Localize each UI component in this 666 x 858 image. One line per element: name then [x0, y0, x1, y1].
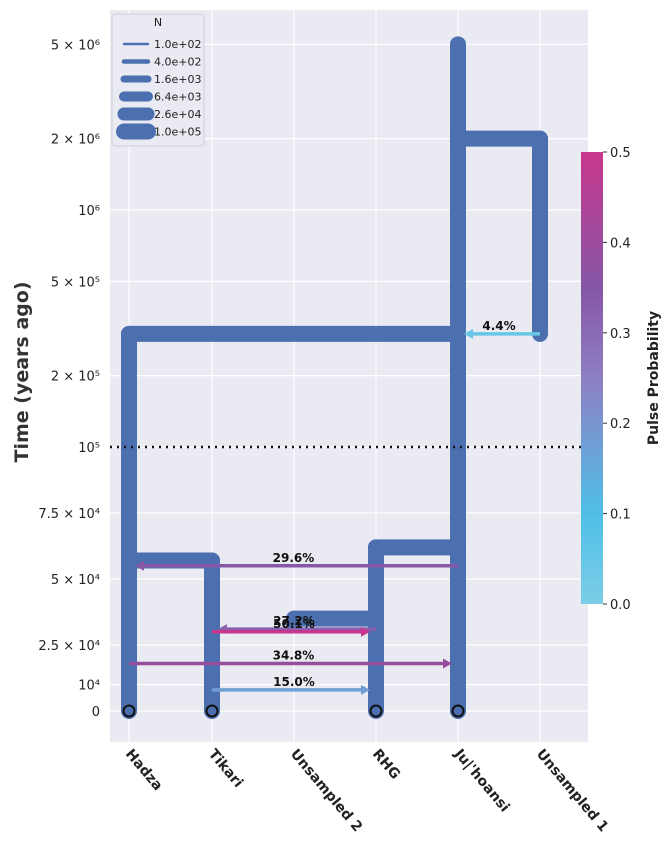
y-tick-label: 2 × 10⁵ [51, 370, 100, 385]
colorbar-tick-label: 0.1 [610, 508, 631, 523]
legend-entry-label: 1.0e+02 [154, 38, 201, 51]
sample-marker [369, 704, 383, 718]
colorbar-label: Pulse Probability [646, 311, 662, 445]
legend-title: N [154, 16, 162, 29]
y-tick-label: 2.5 × 10⁴ [38, 639, 100, 654]
legend-entry-label: 1.0e+05 [154, 126, 201, 139]
sample-marker [122, 704, 136, 718]
colorbar-tick-label: 0.0 [610, 598, 631, 613]
x-tick-label: RHG [369, 746, 403, 782]
pulse-arrowhead [361, 626, 370, 637]
y-axis-label: Time (years ago) [11, 281, 33, 462]
y-tick-label: 5 × 10⁴ [51, 573, 100, 588]
y-tick-label: 10⁵ [78, 441, 100, 456]
y-tick-label: 10⁶ [78, 204, 100, 219]
colorbar-tick-label: 0.2 [610, 417, 631, 432]
colorbar-tick-label: 0.5 [610, 146, 631, 161]
sample-marker [451, 704, 465, 718]
colorbar-gradient [581, 152, 603, 604]
y-tick-label: 2 × 10⁶ [51, 133, 100, 148]
grid [110, 10, 588, 742]
x-tick-label: Tikari [205, 746, 246, 791]
pulse-label: 27.2% [273, 614, 315, 628]
pulse-arrowhead [361, 684, 370, 695]
colorbar-tick-label: 0.3 [610, 327, 631, 342]
y-tick-label: 7.5 × 10⁴ [38, 507, 100, 522]
pulses: 4.4% 29.6% 27.2%50.1% 34.8% 15.0% [129, 319, 540, 695]
pulse-label: 4.4% [482, 319, 515, 333]
x-tick-label: Unsampled 2 [287, 746, 365, 835]
x-ticks: Hadza Tikari Unsampled 2 RHG Ju|'hoansi Unsam… [122, 746, 611, 836]
legend-entry-label: 6.4e+03 [154, 91, 201, 104]
legend-entry-label: 2.6e+04 [154, 108, 201, 121]
pulse-arrowhead [135, 560, 144, 571]
pulse-arrowhead [443, 658, 452, 669]
legend: N 1.0e+02 4.0e+02 1.6e+03 6.4e+03 2.6e+04 1.0… [111, 13, 205, 147]
branches [110, 36, 588, 719]
y-tick-label: 0 [92, 705, 100, 720]
x-tick-label: Unsampled 1 [533, 746, 611, 835]
pulse-label: 50.1% [273, 617, 315, 631]
y-tick-label: 5 × 10⁵ [51, 275, 100, 290]
pulse-label: 15.0% [273, 675, 315, 689]
pulse-arrowhead [464, 328, 473, 339]
x-tick-label: Ju|'hoansi [450, 746, 512, 816]
sample-marker [205, 704, 219, 718]
y-tick-label: 5 × 10⁶ [51, 38, 100, 53]
pulse-label: 34.8% [273, 648, 315, 662]
colorbar: Pulse Probability 0.0 0.1 0.2 0.3 0.4 0.5 [581, 146, 662, 613]
legend-entry-label: 1.6e+03 [154, 73, 201, 86]
y-ticks: 0 10⁴ 2.5 × 10⁴ 5 × 10⁴ 7.5 × 10⁴ 10⁵ 2 × 10⁵ 5… [38, 38, 100, 720]
pulse-label: 29.6% [273, 551, 315, 565]
legend-entry-label: 4.0e+02 [154, 56, 201, 69]
x-tick-label: Hadza [122, 746, 166, 794]
y-tick-label: 10⁴ [78, 679, 100, 694]
colorbar-tick-label: 0.4 [610, 236, 631, 251]
